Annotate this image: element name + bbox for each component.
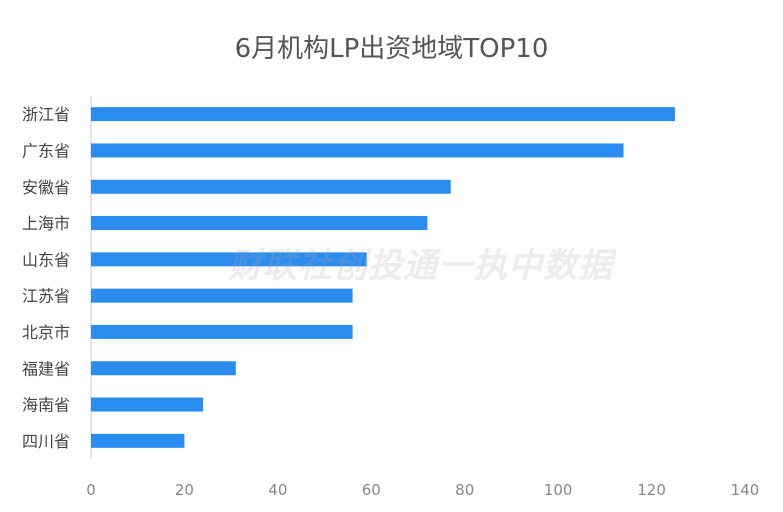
bar: [91, 252, 367, 267]
x-tick-label: 0: [86, 481, 96, 499]
y-tick-label: 四川省: [22, 432, 70, 451]
y-tick-label: 福建省: [22, 359, 70, 378]
y-tick-label: 广东省: [22, 141, 70, 160]
bar: [91, 179, 451, 194]
x-tick-label: 20: [175, 481, 194, 499]
chart-title: 6月机构LP出资地域TOP10: [234, 34, 549, 64]
bar: [91, 397, 204, 412]
x-tick-label: 140: [731, 481, 760, 499]
y-tick-label: 浙江省: [22, 105, 70, 124]
x-tick-label: 40: [268, 481, 287, 499]
bar: [91, 216, 428, 231]
bar: [91, 433, 185, 448]
bar: [91, 361, 236, 376]
y-tick-label: 江苏省: [22, 287, 70, 306]
y-tick-label: 安徽省: [22, 178, 70, 197]
y-tick-label: 北京市: [22, 323, 70, 342]
bar: [91, 107, 675, 122]
x-tick-label: 120: [637, 481, 666, 499]
x-tick-label: 100: [544, 481, 573, 499]
bar: [91, 288, 353, 303]
bar: [91, 143, 624, 158]
x-tick-label: 80: [455, 481, 474, 499]
y-tick-label: 山东省: [22, 250, 70, 269]
y-tick-label: 上海市: [22, 214, 70, 233]
bar: [91, 324, 353, 339]
y-tick-label: 海南省: [22, 396, 70, 415]
x-tick-label: 60: [362, 481, 381, 499]
